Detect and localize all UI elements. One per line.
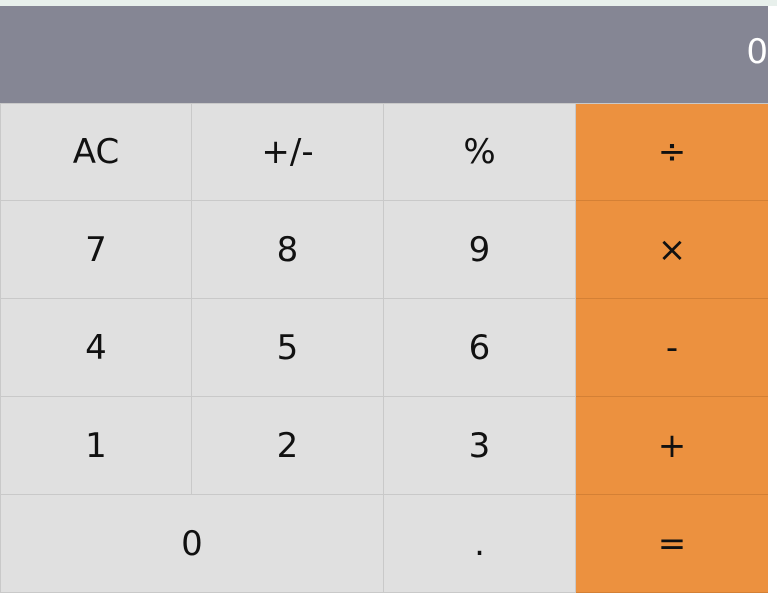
digit-1-button[interactable]: 1 — [0, 397, 192, 495]
digit-5-button[interactable]: 5 — [192, 299, 384, 397]
subtract-button[interactable]: - — [576, 299, 768, 397]
digit-8-button[interactable]: 8 — [192, 201, 384, 299]
window-top-border — [0, 0, 777, 6]
digit-3-button[interactable]: 3 — [384, 397, 576, 495]
divide-button[interactable]: ÷ — [576, 103, 768, 201]
digit-2-button[interactable]: 2 — [192, 397, 384, 495]
digit-6-button[interactable]: 6 — [384, 299, 576, 397]
display-value: 0 — [746, 32, 768, 72]
digit-9-button[interactable]: 9 — [384, 201, 576, 299]
clear-button[interactable]: AC — [0, 103, 192, 201]
digit-0-button[interactable]: 0 — [0, 495, 384, 593]
keypad: AC +/- % ÷ 7 8 9 × 4 5 6 - 1 2 3 + 0 . = — [0, 103, 768, 593]
decimal-button[interactable]: . — [384, 495, 576, 593]
percent-button[interactable]: % — [384, 103, 576, 201]
sign-toggle-button[interactable]: +/- — [192, 103, 384, 201]
multiply-button[interactable]: × — [576, 201, 768, 299]
digit-4-button[interactable]: 4 — [0, 299, 192, 397]
calculator: 0 AC +/- % ÷ 7 8 9 × 4 5 6 - 1 2 3 + 0 .… — [0, 6, 768, 593]
equals-button[interactable]: = — [576, 495, 768, 593]
calculator-display: 0 — [0, 6, 768, 103]
digit-7-button[interactable]: 7 — [0, 201, 192, 299]
add-button[interactable]: + — [576, 397, 768, 495]
